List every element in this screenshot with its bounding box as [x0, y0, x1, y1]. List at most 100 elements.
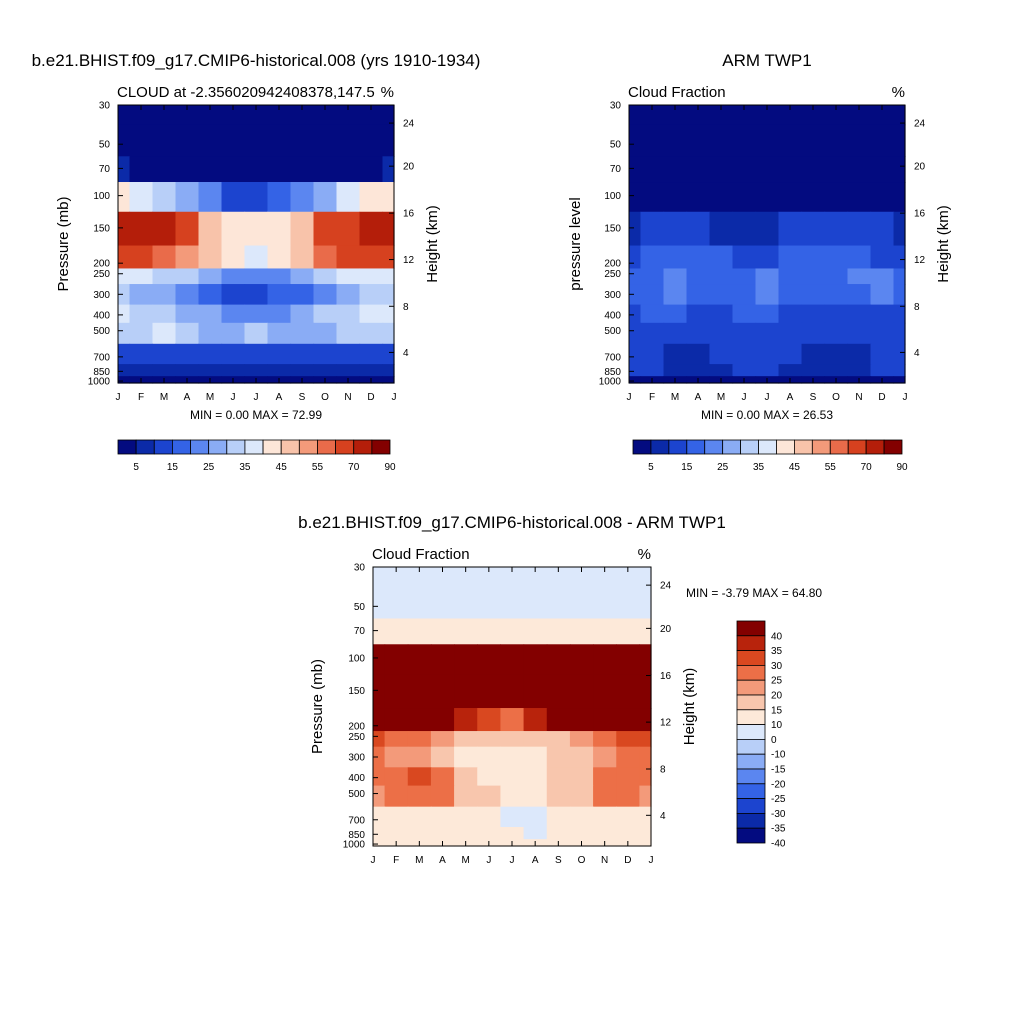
y-axis-label: Pressure (mb): [309, 659, 326, 754]
heatmap-cell: [454, 785, 478, 808]
heatmap-cell: [175, 343, 200, 365]
heatmap-cell: [640, 268, 665, 285]
heatmap-cell: [593, 644, 617, 675]
x-tick-label: J: [231, 392, 236, 403]
heatmap-cell: [313, 343, 338, 365]
heatmap-cell: [500, 708, 525, 732]
heatmap-cell: [359, 156, 384, 183]
heatmap-cell: [523, 806, 548, 828]
heatmap-cell: [359, 245, 384, 270]
colorbar-box: [736, 650, 766, 666]
colorbar-box: [317, 439, 337, 455]
heatmap-cell: [629, 245, 642, 270]
colorbar-label: -35: [771, 824, 786, 835]
heatmap-cell: [709, 322, 734, 345]
heatmap-cell: [755, 211, 780, 247]
y-tick-label: 250: [604, 269, 621, 280]
colorbar-box: [736, 783, 766, 799]
heatmap-cell: [373, 827, 386, 840]
y-tick-label: 400: [348, 773, 365, 784]
heatmap-cell: [313, 124, 338, 157]
left-subtitle: Cloud Fraction: [372, 546, 470, 563]
heatmap-cell: [523, 827, 548, 840]
heatmap-cell: [267, 284, 292, 306]
y-right-axis-label: Height (km): [681, 668, 698, 746]
heatmap-cell: [709, 304, 734, 324]
heatmap-cell: [359, 284, 384, 306]
heatmap-cell: [732, 364, 757, 377]
heatmap-cell: [384, 567, 409, 588]
heatmap-cell: [500, 618, 525, 645]
heatmap-cell: [640, 304, 665, 324]
y-right-tick-label: 16: [914, 209, 926, 220]
heatmap-cell: [639, 839, 652, 847]
heatmap-cell: [267, 156, 292, 183]
y-tick-label: 200: [604, 259, 621, 270]
heatmap-cell: [129, 105, 154, 126]
heatmap-cell: [290, 364, 315, 377]
colorbar-label: 0: [771, 735, 777, 746]
heatmap-cell: [593, 674, 617, 709]
heatmap-cell: [359, 182, 384, 213]
heatmap-cell: [454, 618, 478, 645]
heatmap-cell: [477, 644, 502, 675]
heatmap-cell: [359, 124, 384, 157]
heatmap-cell: [336, 156, 361, 183]
heatmap-cell: [616, 767, 641, 787]
heatmap-cell: [129, 322, 154, 345]
heatmap-cell: [686, 105, 711, 126]
heatmap-cell: [569, 827, 594, 840]
colorbar-box: [736, 798, 766, 814]
heatmap-cell: [640, 182, 665, 213]
x-tick-label: N: [601, 855, 608, 866]
heatmap-cell: [175, 268, 200, 285]
heatmap-cell: [382, 284, 395, 306]
heatmap-cell: [477, 567, 502, 588]
heatmap-cell: [430, 827, 455, 840]
colorbar-box: [736, 635, 766, 651]
heatmap-cell: [454, 827, 478, 840]
y-tick-label: 1000: [343, 840, 366, 851]
heatmap-cell: [569, 785, 594, 808]
y-tick-label: 150: [93, 223, 110, 234]
y-tick-label: 400: [604, 310, 621, 321]
x-tick-label: J: [742, 392, 747, 403]
heatmap-cell: [778, 124, 803, 157]
heatmap-cell: [629, 211, 642, 247]
heatmap-cell: [359, 364, 384, 377]
colorbar-box: [704, 439, 724, 455]
heatmap-cell: [373, 746, 386, 768]
heatmap-cell: [359, 322, 384, 345]
heatmap-cell: [382, 245, 395, 270]
heatmap-cell: [824, 156, 849, 183]
heatmap-cell: [198, 211, 223, 247]
heatmap-cell: [709, 343, 734, 365]
heatmap-cell: [546, 785, 571, 808]
heatmap-cell: [893, 376, 906, 384]
heatmap-cell: [755, 284, 780, 306]
y-right-tick-label: 24: [403, 119, 415, 130]
heatmap-cell: [290, 268, 315, 285]
y-tick-label: 150: [604, 223, 621, 234]
heatmap-cell: [267, 343, 292, 365]
heatmap-cell: [175, 304, 200, 324]
heatmap-cell: [847, 364, 872, 377]
heatmap-cell: [801, 268, 826, 285]
colorbar-label: 15: [167, 462, 179, 473]
heatmap-cell: [801, 284, 826, 306]
y-right-tick-label: 12: [403, 255, 415, 266]
heatmap-cell: [778, 343, 803, 365]
y-tick-label: 50: [99, 140, 111, 151]
heatmap-cell: [118, 182, 131, 213]
x-tick-label: J: [392, 392, 397, 403]
heatmap-cell: [382, 182, 395, 213]
heatmap-cell: [152, 304, 177, 324]
heatmap-cell: [118, 124, 131, 157]
heatmap-cell: [244, 322, 269, 345]
heatmap-cell: [546, 708, 571, 732]
heatmap-cell: [500, 785, 525, 808]
y-tick-label: 30: [99, 101, 111, 112]
colorbar-label: -15: [771, 765, 786, 776]
heatmap-cell: [221, 322, 246, 345]
heatmap-cell: [639, 674, 652, 709]
